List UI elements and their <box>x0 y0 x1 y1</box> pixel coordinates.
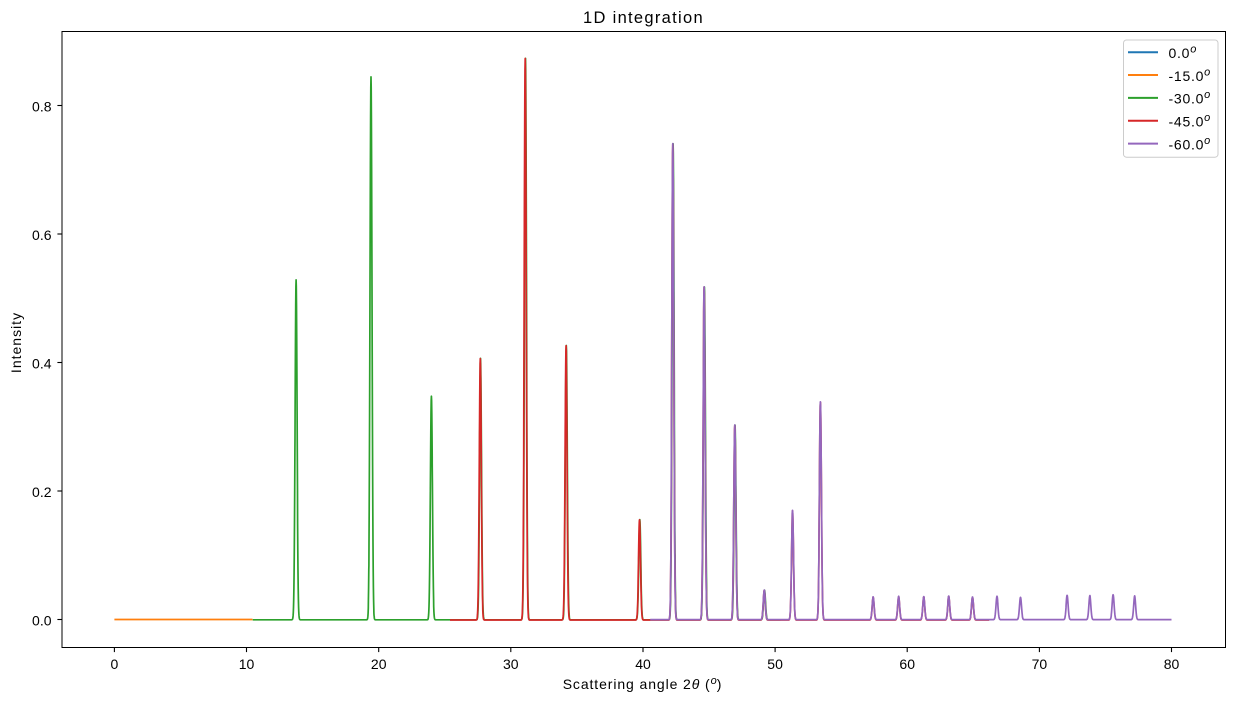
svg-text:-45.0o: -45.0o <box>1169 112 1211 130</box>
svg-text:20: 20 <box>371 656 387 672</box>
svg-text:0.6: 0.6 <box>32 227 52 243</box>
svg-text:-30.0o: -30.0o <box>1169 89 1211 107</box>
svg-text:50: 50 <box>767 656 783 672</box>
svg-text:-60.0o: -60.0o <box>1169 135 1211 153</box>
svg-text:0: 0 <box>111 656 119 672</box>
svg-text:0.2: 0.2 <box>32 484 52 500</box>
svg-text:0.0: 0.0 <box>32 613 52 629</box>
svg-text:80: 80 <box>1164 656 1180 672</box>
svg-text:0.8: 0.8 <box>32 99 52 115</box>
svg-text:70: 70 <box>1032 656 1048 672</box>
svg-text:40: 40 <box>635 656 651 672</box>
svg-text:Intensity: Intensity <box>8 312 24 373</box>
svg-text:30: 30 <box>503 656 519 672</box>
svg-text:-15.0o: -15.0o <box>1169 66 1211 84</box>
svg-text:0.0o: 0.0o <box>1169 44 1197 62</box>
svg-text:1D integration: 1D integration <box>583 9 704 27</box>
svg-text:10: 10 <box>239 656 255 672</box>
svg-text:Scattering angle 2θ (o): Scattering angle 2θ (o) <box>563 675 723 692</box>
svg-text:0.4: 0.4 <box>32 356 52 372</box>
svg-text:60: 60 <box>899 656 915 672</box>
